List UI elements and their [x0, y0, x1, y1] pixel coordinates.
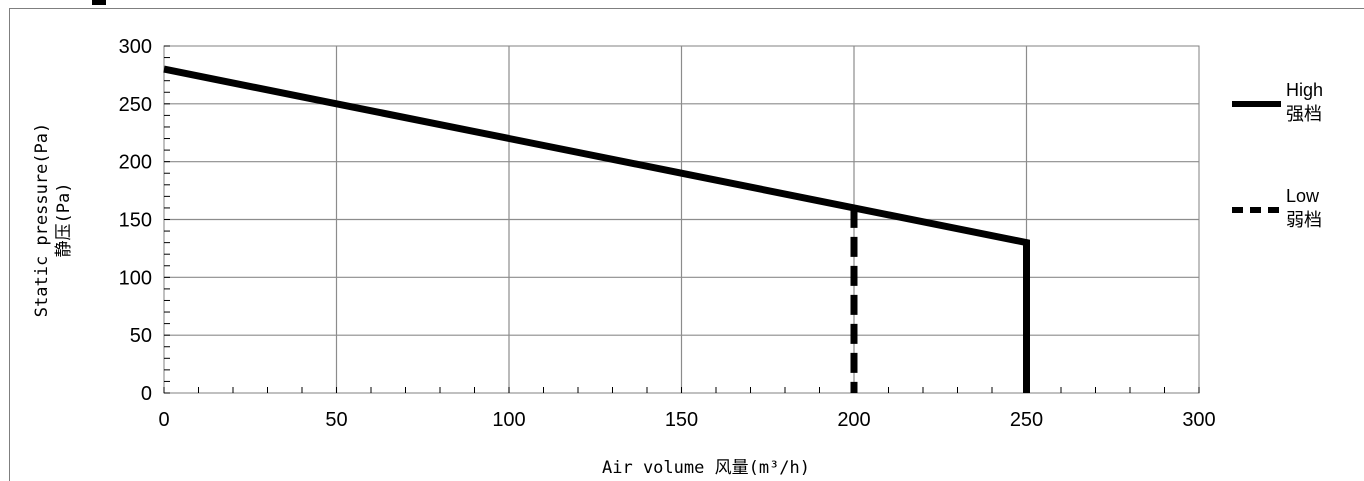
legend-low-label-cn: 弱档 [1286, 210, 1322, 231]
legend-high-label: High [1286, 80, 1323, 100]
y-tick-label: 100 [119, 267, 152, 289]
x-tick-label: 0 [158, 409, 169, 431]
y-tick-label: 250 [119, 94, 152, 116]
y-tick-label: 150 [119, 210, 152, 232]
legend-high-label-cn: 强档 [1286, 104, 1322, 125]
x-tick-label: 250 [1010, 409, 1043, 431]
x-tick-label: 200 [837, 409, 870, 431]
series-layer [163, 65, 1030, 393]
legend: High 强档 Low 弱档 [1232, 80, 1323, 231]
x-tick-label: 100 [492, 409, 525, 431]
y-axis-title: Static pressure(Pa) 静压(Pa) [32, 123, 74, 317]
x-axis-title: Air volume 风量(m³/h) [602, 458, 810, 478]
top-edge-mark [92, 0, 106, 5]
y-tick-label: 50 [130, 325, 152, 347]
x-tick-label: 50 [325, 409, 347, 431]
x-tick-label: 150 [665, 409, 698, 431]
x-tick-label: 300 [1182, 409, 1215, 431]
chart-border [9, 8, 1364, 481]
legend-low-label: Low [1286, 186, 1320, 206]
y-tick-label: 0 [141, 383, 152, 405]
y-tick-labels: 0 50 100 150 200 250 300 [119, 36, 152, 405]
y-tick-label: 200 [119, 152, 152, 174]
series-line-high [163, 65, 1030, 393]
y-axis-title-line2: 静压(Pa) [54, 183, 74, 258]
y-axis-title-line1: Static pressure(Pa) [32, 123, 52, 317]
x-tick-labels: 0 50 100 150 200 250 300 [158, 409, 1215, 431]
y-tick-label: 300 [119, 36, 152, 58]
